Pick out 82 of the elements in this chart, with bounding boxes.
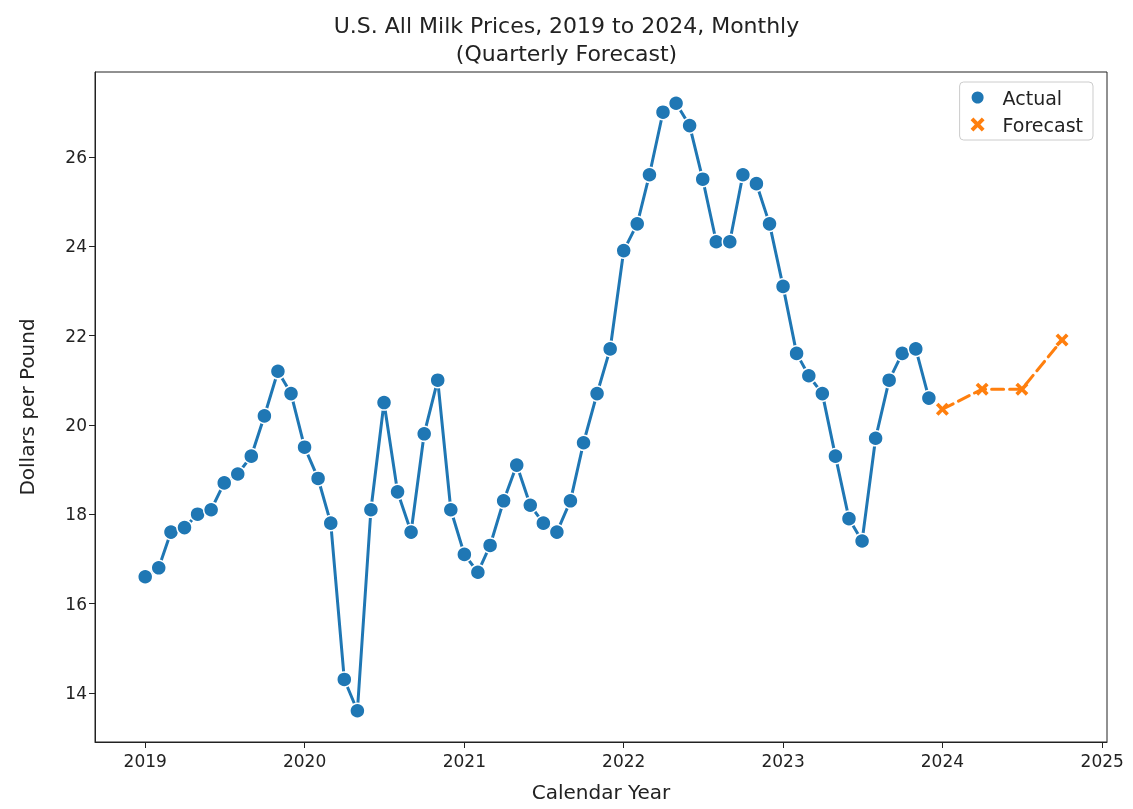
point: [920, 389, 938, 407]
y-tick-label: 16: [65, 593, 87, 614]
point: [1015, 382, 1029, 396]
point: [907, 340, 925, 358]
point: [522, 497, 539, 514]
x-tick-label: 2021: [442, 750, 486, 771]
point: [935, 402, 949, 416]
y-tick-label: 22: [65, 325, 87, 346]
x-axis-title: Calendar Year: [531, 780, 672, 804]
point: [681, 117, 698, 134]
point: [375, 394, 393, 411]
point: [189, 505, 206, 523]
point: [362, 501, 380, 518]
point: [243, 447, 260, 465]
point: [667, 95, 685, 112]
point: [495, 492, 512, 510]
point: [162, 523, 180, 541]
point: [975, 382, 989, 396]
point: [748, 175, 765, 192]
point: [402, 523, 420, 541]
point: [508, 456, 525, 474]
y-tick-label: 18: [65, 504, 87, 525]
point: [535, 514, 552, 532]
point: [215, 474, 233, 492]
point: [814, 385, 831, 402]
point: [256, 407, 273, 425]
point: [548, 523, 566, 541]
point: [282, 385, 300, 402]
x-tick-label: 2024: [920, 750, 965, 771]
point: [867, 430, 884, 447]
chart-title: U.S. All Milk Prices, 2019 to 2024, Monthly (Quarterly Forecast): [333, 12, 800, 66]
point: [336, 671, 353, 688]
point: [588, 385, 606, 402]
point: [176, 519, 193, 536]
y-tick-label: 24: [65, 236, 87, 257]
point: [774, 278, 792, 295]
point: [481, 537, 499, 554]
point: [827, 447, 844, 465]
x-tick-label: 2025: [1080, 750, 1124, 771]
point: [349, 702, 366, 719]
point: [202, 501, 220, 518]
y-axis-title: Dollars per Pound: [15, 318, 39, 496]
point: [136, 568, 154, 585]
point: [894, 345, 911, 362]
x-tick-label: 2022: [602, 750, 646, 771]
point: [654, 103, 672, 121]
point: [761, 215, 778, 233]
x-tick-label: 2019: [123, 750, 167, 771]
point: [322, 514, 340, 532]
legend-label: Forecast: [1002, 113, 1084, 136]
point: [442, 501, 460, 518]
x-tick-label: 2023: [761, 750, 805, 771]
point: [150, 559, 167, 577]
point: [1055, 333, 1069, 347]
point: [389, 483, 406, 501]
point: [721, 233, 739, 250]
point: [694, 170, 711, 188]
legend-label: Actual: [1002, 86, 1063, 109]
point: [296, 438, 313, 456]
point: [469, 564, 487, 581]
point: [456, 546, 473, 563]
x-tick-label: 2020: [282, 750, 327, 771]
point: [734, 166, 752, 183]
point: [562, 492, 579, 510]
point: [880, 371, 898, 389]
point: [575, 434, 592, 451]
point: [629, 215, 646, 233]
point: [601, 340, 619, 358]
point: [788, 345, 805, 362]
point: [415, 425, 433, 443]
point: [269, 363, 287, 380]
point: [429, 371, 446, 389]
point: [641, 166, 658, 183]
y-tick-label: 26: [65, 146, 87, 167]
y-tick-label: 20: [65, 414, 87, 435]
point: [853, 532, 871, 550]
point: [615, 242, 632, 259]
point: [309, 470, 327, 487]
point: [229, 465, 247, 483]
point: [840, 510, 858, 527]
y-tick-label: 14: [65, 682, 87, 703]
point: [800, 367, 818, 384]
